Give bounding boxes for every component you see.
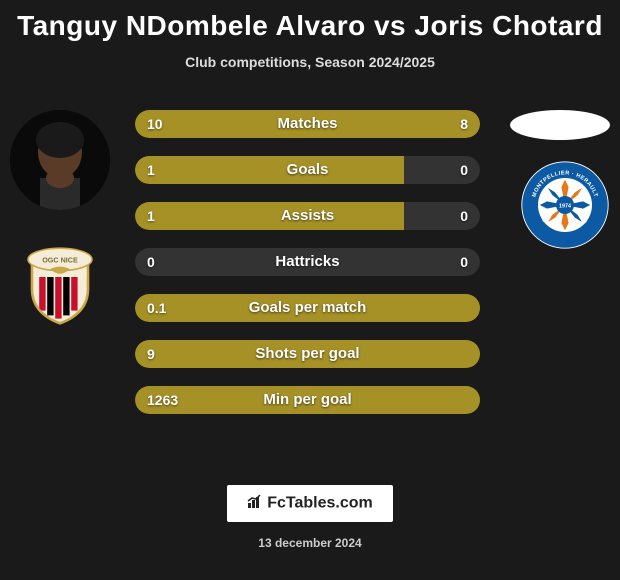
metric-label: Goals	[135, 156, 480, 184]
club-right-year: 1974	[559, 204, 571, 210]
comparison-title: Tanguy NDombele Alvaro vs Joris Chotard	[0, 0, 620, 42]
metric-label: Min per goal	[135, 386, 480, 414]
brand-label: FcTables.com	[267, 495, 373, 512]
comparison-content: OGC NICE 1974 MONTPELLIER · HERAULT	[0, 110, 620, 414]
comparison-bars: 108Matches 10Goals 10Assists 00Hattricks 0.1…	[135, 110, 480, 414]
metric-label: Goals per match	[135, 294, 480, 322]
club-left-name: OGC NICE	[42, 256, 78, 265]
metric-label: Hattricks	[135, 248, 480, 276]
footer-date: 13 december 2024	[0, 536, 620, 550]
metric-row: 108Matches	[135, 110, 480, 138]
metric-label: Assists	[135, 202, 480, 230]
club-left-logo: OGC NICE	[20, 245, 100, 325]
comparison-subtitle: Club competitions, Season 2024/2025	[0, 54, 620, 70]
metric-row: 00Hattricks	[135, 248, 480, 276]
brand-badge: FcTables.com	[227, 485, 393, 522]
metric-row: 10Assists	[135, 202, 480, 230]
player-left-avatar	[10, 110, 110, 210]
metric-row: 1263Min per goal	[135, 386, 480, 414]
club-right-logo: 1974 MONTPELLIER · HERAULT SPORT · CLUB	[520, 160, 610, 250]
metric-label: Matches	[135, 110, 480, 138]
metric-label: Shots per goal	[135, 340, 480, 368]
metric-row: 0.1Goals per match	[135, 294, 480, 322]
chart-icon	[247, 493, 263, 514]
footer: FcTables.com 13 december 2024	[0, 485, 620, 550]
player-right-avatar	[510, 110, 610, 140]
metric-row: 9Shots per goal	[135, 340, 480, 368]
metric-row: 10Goals	[135, 156, 480, 184]
